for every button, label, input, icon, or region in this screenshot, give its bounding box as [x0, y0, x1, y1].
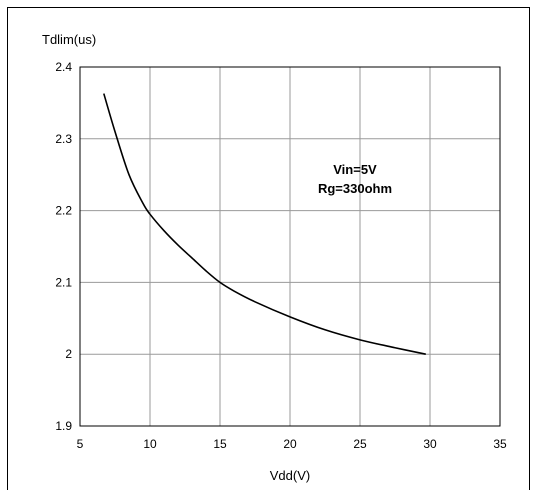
y-tick-label: 2.2 [55, 204, 72, 218]
x-tick-label: 10 [143, 437, 157, 451]
y-tick-label: 2.3 [55, 132, 72, 146]
series-line-1 [103, 93, 426, 355]
x-tick-label: 20 [283, 437, 297, 451]
x-axis-label: Vdd(V) [270, 468, 310, 483]
chart-frame [7, 7, 530, 490]
y-tick-labels: 1.9 2 2.1 2.2 2.3 2.4 [55, 60, 72, 433]
x-tick-labels: 5 10 15 20 25 30 35 [77, 437, 507, 451]
x-tick-label: 30 [423, 437, 437, 451]
y-tick-label: 2.4 [55, 60, 72, 74]
y-tick-label: 2 [65, 347, 72, 361]
x-tick-label: 25 [353, 437, 367, 451]
y-tick-label: 1.9 [55, 419, 72, 433]
x-tick-label: 35 [493, 437, 507, 451]
annotation-vin: Vin=5V [333, 162, 377, 177]
y-axis-label: Tdlim(us) [42, 32, 96, 47]
x-tick-label: 15 [213, 437, 227, 451]
plot-area-border [79, 66, 501, 427]
annotation-rg: Rg=330ohm [318, 181, 392, 196]
grid [80, 67, 500, 426]
series-group [103, 93, 426, 355]
y-tick-label: 2.1 [55, 275, 72, 289]
x-tick-label: 5 [77, 437, 84, 451]
